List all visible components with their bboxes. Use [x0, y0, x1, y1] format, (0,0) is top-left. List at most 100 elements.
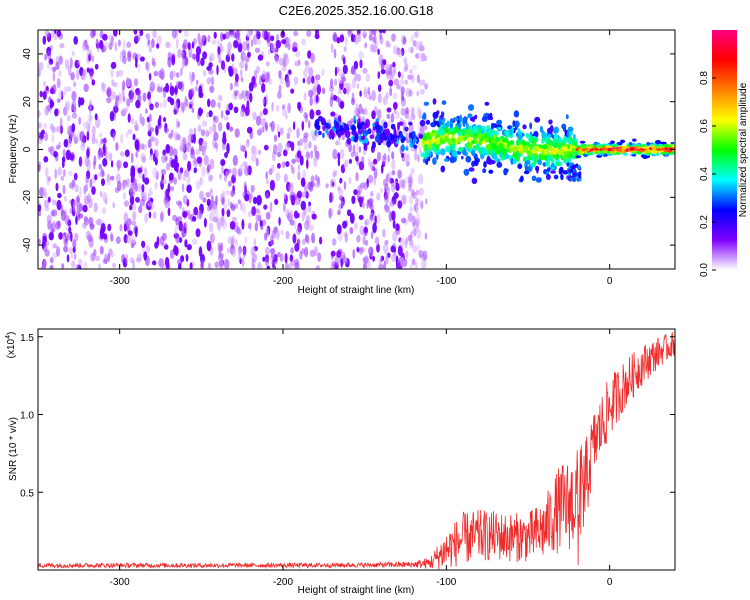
heatmap-cell [293, 220, 297, 230]
heatmap-cell [253, 238, 256, 247]
heatmap-cell [38, 210, 42, 217]
heatmap-cell [226, 122, 230, 130]
heatmap-cell [339, 34, 345, 43]
heatmap-cell [353, 136, 359, 143]
heatmap-cell [374, 236, 380, 246]
heatmap-cell [354, 151, 359, 157]
heatmap-cell [395, 223, 400, 232]
heatmap-cell [543, 149, 549, 156]
heatmap-cell [401, 73, 404, 80]
heatmap-cell [67, 125, 71, 136]
heatmap-cell [440, 165, 446, 173]
heatmap-cell [175, 233, 181, 244]
heatmap-cell [200, 129, 206, 137]
heatmap-cell [500, 147, 505, 154]
heatmap-cell [107, 253, 110, 263]
heatmap-cell [391, 169, 396, 176]
heatmap-cell [65, 86, 72, 92]
heatmap-cell [259, 220, 263, 227]
heatmap-cell [279, 127, 284, 135]
heatmap-cell [244, 150, 247, 159]
heatmap-cell [343, 181, 347, 190]
heatmap-cell [100, 223, 106, 233]
heatmap-cell [208, 69, 214, 75]
heatmap-cell [204, 140, 208, 151]
heatmap-cell [364, 121, 368, 128]
heatmap-cell [59, 117, 63, 128]
heatmap-cell [358, 247, 364, 255]
heatmap-cell [381, 62, 385, 70]
heatmap-cell [311, 213, 317, 220]
heatmap-cell [47, 50, 52, 60]
heatmap-cell [383, 121, 388, 129]
heatmap-cell [361, 195, 365, 201]
heatmap-cell [385, 92, 389, 99]
heatmap-cell [78, 203, 84, 212]
heatmap-cell [169, 85, 175, 96]
heatmap-cell [329, 192, 334, 203]
heatmap-cell [460, 155, 464, 160]
heatmap-cell [397, 200, 403, 209]
heatmap-cell [568, 140, 573, 145]
heatmap-cell [83, 216, 89, 226]
heatmap-cell [95, 255, 100, 262]
heatmap-cell [156, 35, 163, 45]
heatmap-cell [56, 199, 62, 211]
heatmap-cell [122, 96, 126, 103]
heatmap-cell [197, 32, 201, 43]
heatmap-cell [400, 144, 405, 152]
heatmap-cell [311, 75, 315, 84]
heatmap-cell [152, 260, 157, 266]
heatmap-cell [319, 236, 323, 245]
heatmap-cell [425, 119, 431, 125]
heatmap-cell [54, 30, 57, 34]
heatmap-cell [366, 199, 369, 209]
heatmap-cell [206, 240, 212, 252]
heatmap-cell [126, 234, 132, 244]
heatmap-cell [283, 55, 290, 67]
heatmap-cell [202, 197, 207, 203]
heatmap-cell [481, 125, 486, 131]
heatmap-cell [264, 122, 268, 130]
heatmap-cell [283, 173, 288, 183]
heatmap-cell [130, 117, 134, 125]
heatmap-cell [126, 78, 132, 88]
snr-y-axis-label: SNR (10 * v/v) [8, 417, 19, 481]
heatmap-cell [311, 237, 315, 243]
colorbar-tick-label: 0.0 [699, 263, 710, 277]
heatmap-cell [509, 139, 515, 146]
heatmap-cell [182, 173, 187, 182]
heatmap-cell [423, 101, 430, 106]
heatmap-cell [221, 207, 225, 217]
heatmap-cell [286, 37, 291, 47]
heatmap-cell [84, 195, 89, 206]
heatmap-cell [116, 70, 119, 78]
heatmap-cell [444, 126, 449, 134]
heatmap-cell [451, 138, 456, 144]
heatmap-cell [154, 101, 160, 108]
heatmap-cell [364, 42, 368, 49]
heatmap-cell [416, 212, 421, 222]
heatmap-cell [43, 80, 46, 87]
heatmap-cell [371, 110, 376, 120]
heatmap-cell [71, 123, 76, 133]
heatmap-cell [420, 152, 426, 157]
heatmap-cell [110, 160, 114, 168]
heatmap-cell [185, 56, 188, 65]
heatmap-cell [267, 78, 273, 85]
heatmap-cell [344, 36, 348, 47]
heatmap-cell [412, 244, 418, 253]
heatmap-cell [170, 186, 174, 192]
heatmap-cell [419, 79, 422, 87]
heatmap-cell [412, 227, 418, 234]
heatmap-cell [348, 177, 352, 185]
heatmap-cell [110, 91, 116, 100]
heatmap-cell [407, 212, 413, 223]
heatmap-cell [237, 228, 242, 235]
heatmap-cell [102, 33, 108, 41]
heatmap-cell [296, 226, 301, 236]
heatmap-cell [63, 245, 69, 253]
heatmap-cell [248, 222, 252, 230]
heatmap-cell [354, 222, 358, 231]
colorbar-label: Normalized spectral amplitude [738, 82, 749, 217]
